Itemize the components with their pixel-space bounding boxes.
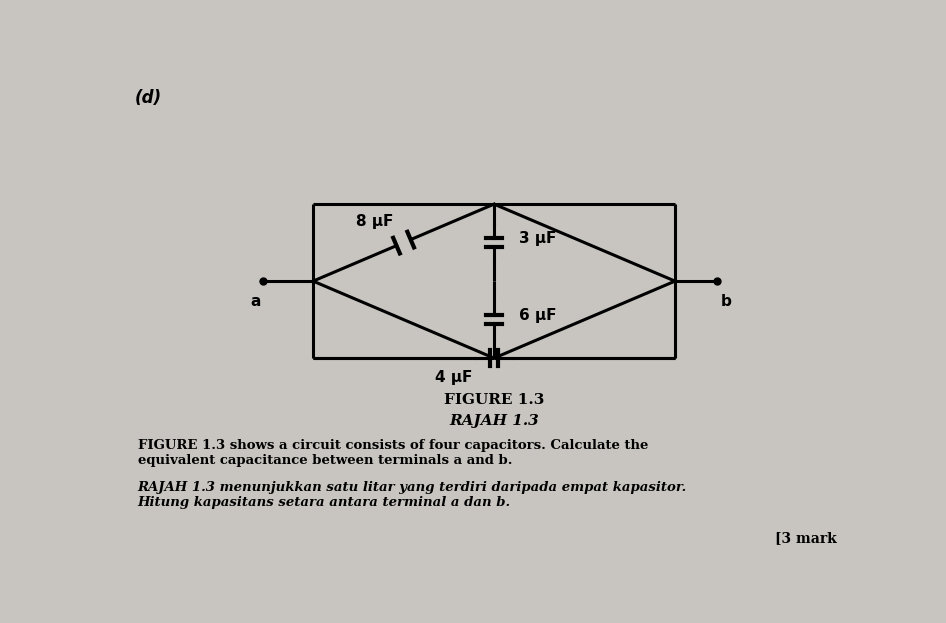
Text: FIGURE 1.3: FIGURE 1.3 (444, 392, 544, 407)
Text: RAJAH 1.3: RAJAH 1.3 (449, 414, 539, 429)
Text: a: a (250, 294, 260, 309)
Text: FIGURE 1.3 shows a circuit consists of four capacitors. Calculate the
equivalent: FIGURE 1.3 shows a circuit consists of f… (137, 439, 648, 467)
Text: (d): (d) (134, 88, 162, 107)
Text: 8 μF: 8 μF (356, 214, 393, 229)
Text: b: b (721, 294, 732, 309)
Text: 6 μF: 6 μF (518, 308, 556, 323)
Text: RAJAH 1.3 menunjukkan satu litar yang terdiri daripada empat kapasitor.
Hitung k: RAJAH 1.3 menunjukkan satu litar yang te… (137, 482, 687, 510)
Text: 4 μF: 4 μF (435, 371, 473, 386)
Text: 3 μF: 3 μF (518, 231, 556, 246)
Text: [3 mark: [3 mark (775, 531, 836, 545)
